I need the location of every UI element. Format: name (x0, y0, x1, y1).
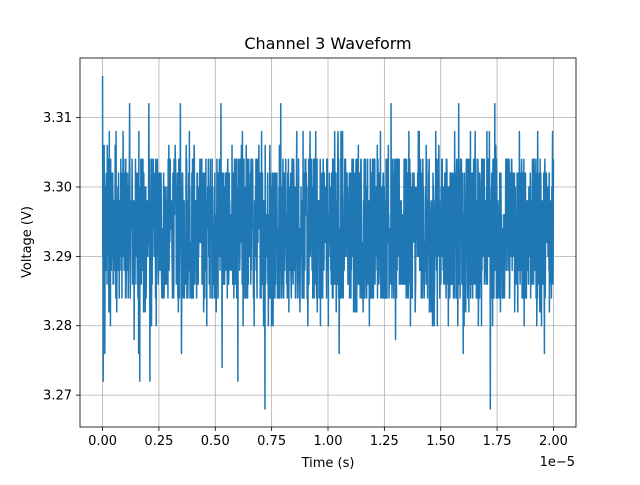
x-axis-label: Time (s) (301, 456, 355, 471)
series-layer (101, 76, 555, 410)
x-tick-label-8: 2.00 (539, 434, 568, 449)
tick-layer: 0.00 0.25 0.50 0.75 1.00 1.25 1.50 1.75 2.00 3.27… (43, 111, 568, 449)
series-line-0 (101, 76, 555, 410)
x-tick-label-3: 0.75 (257, 434, 286, 449)
y-tick-label-0: 3.27 (43, 389, 72, 404)
x-axis-offset-text: 1e−5 (540, 455, 575, 470)
y-tick-label-2: 3.29 (43, 250, 72, 265)
x-tick-label-1: 0.25 (144, 434, 173, 449)
x-tick-label-0: 0.00 (88, 434, 117, 449)
x-tick-label-7: 1.75 (483, 434, 512, 449)
y-axis-label: Voltage (V) (20, 206, 35, 278)
x-tick-label-5: 1.25 (370, 434, 399, 449)
x-tick-label-2: 0.50 (201, 434, 230, 449)
y-tick-label-3: 3.30 (43, 181, 72, 196)
chart-title: Channel 3 Waveform (244, 34, 411, 53)
y-tick-label-1: 3.28 (43, 319, 72, 334)
x-tick-label-4: 1.00 (314, 434, 343, 449)
y-tick-label-4: 3.31 (43, 111, 72, 126)
x-tick-label-6: 1.50 (426, 434, 455, 449)
